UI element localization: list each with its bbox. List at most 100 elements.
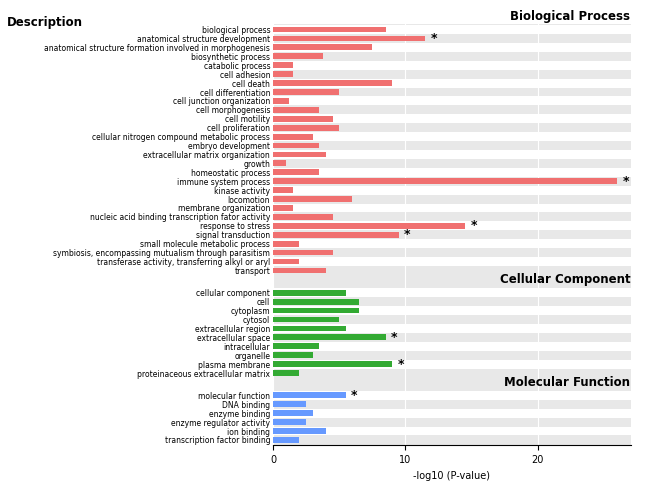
Bar [273, 418, 630, 426]
Bar [273, 106, 630, 114]
Bar [273, 168, 630, 177]
Bar [273, 116, 333, 121]
Text: *: * [391, 331, 397, 344]
Bar [273, 143, 319, 149]
Bar [273, 408, 630, 418]
Bar [273, 151, 326, 157]
Bar [273, 317, 339, 322]
Bar [273, 324, 630, 333]
Bar [273, 214, 333, 220]
Bar [273, 393, 346, 398]
Bar [273, 36, 425, 41]
Bar [273, 232, 399, 238]
Bar [273, 221, 630, 230]
Text: Molecular Function: Molecular Function [504, 376, 630, 389]
Bar [273, 34, 630, 43]
Bar [273, 96, 630, 106]
Bar [273, 141, 630, 150]
Bar [273, 266, 630, 275]
Bar [273, 370, 300, 376]
Bar [273, 268, 326, 273]
Bar [273, 401, 306, 407]
Bar [273, 426, 630, 436]
Bar [273, 27, 385, 32]
Bar [273, 43, 630, 52]
Bar [273, 257, 630, 266]
Bar [273, 70, 630, 78]
Bar [273, 250, 333, 256]
Bar [273, 428, 326, 434]
Text: *: * [404, 228, 411, 241]
Bar [273, 150, 630, 159]
Bar [273, 290, 346, 296]
Bar [273, 315, 630, 324]
Bar [273, 205, 293, 211]
X-axis label: -log10 (P-value): -log10 (P-value) [413, 470, 490, 481]
Bar [273, 196, 352, 202]
Bar [273, 306, 630, 315]
Text: *: * [430, 32, 437, 45]
Bar [273, 361, 392, 367]
Bar [273, 343, 319, 349]
Bar [273, 212, 630, 221]
Text: Description: Description [6, 16, 83, 29]
Bar [273, 123, 630, 132]
Bar [273, 391, 630, 400]
Bar [273, 258, 300, 264]
Bar [273, 125, 339, 131]
Bar [273, 114, 630, 123]
Bar [273, 45, 372, 50]
Text: *: * [351, 389, 358, 402]
Bar [273, 178, 618, 184]
Text: *: * [397, 358, 404, 371]
Bar [273, 71, 293, 77]
Bar [273, 223, 465, 229]
Bar [273, 80, 392, 86]
Bar [273, 419, 306, 425]
Text: *: * [471, 219, 477, 232]
Bar [273, 299, 359, 304]
Text: Biological Process: Biological Process [510, 10, 630, 23]
Bar [273, 98, 289, 104]
Bar [273, 342, 630, 351]
Bar [273, 239, 630, 248]
Text: Cellular Component: Cellular Component [500, 273, 630, 287]
Bar [273, 177, 630, 186]
Bar [273, 326, 346, 332]
Bar [273, 308, 359, 314]
Bar [273, 161, 286, 166]
Bar [273, 132, 630, 141]
Bar [273, 360, 630, 368]
Bar [273, 351, 630, 360]
Bar [273, 159, 630, 168]
Bar [273, 333, 630, 342]
Bar [273, 186, 630, 195]
Bar [273, 187, 293, 193]
Bar [273, 334, 385, 340]
Bar [273, 230, 630, 239]
Bar [273, 241, 300, 246]
Bar [273, 88, 630, 96]
Bar [273, 107, 319, 113]
Bar [273, 352, 313, 358]
Bar [273, 134, 313, 139]
Bar [273, 195, 630, 203]
Bar [273, 203, 630, 212]
Bar [273, 288, 630, 297]
Bar [273, 368, 630, 378]
Bar [273, 248, 630, 257]
Bar [273, 400, 630, 408]
Bar [273, 52, 630, 61]
Text: *: * [623, 175, 629, 188]
Bar [273, 437, 300, 443]
Bar [273, 62, 293, 68]
Bar [273, 297, 630, 306]
Bar [273, 436, 630, 444]
Bar [273, 410, 313, 416]
Bar [273, 169, 319, 175]
Bar [273, 25, 630, 34]
Bar [273, 89, 339, 95]
Bar [273, 61, 630, 70]
Bar [273, 53, 323, 59]
Bar [273, 78, 630, 88]
